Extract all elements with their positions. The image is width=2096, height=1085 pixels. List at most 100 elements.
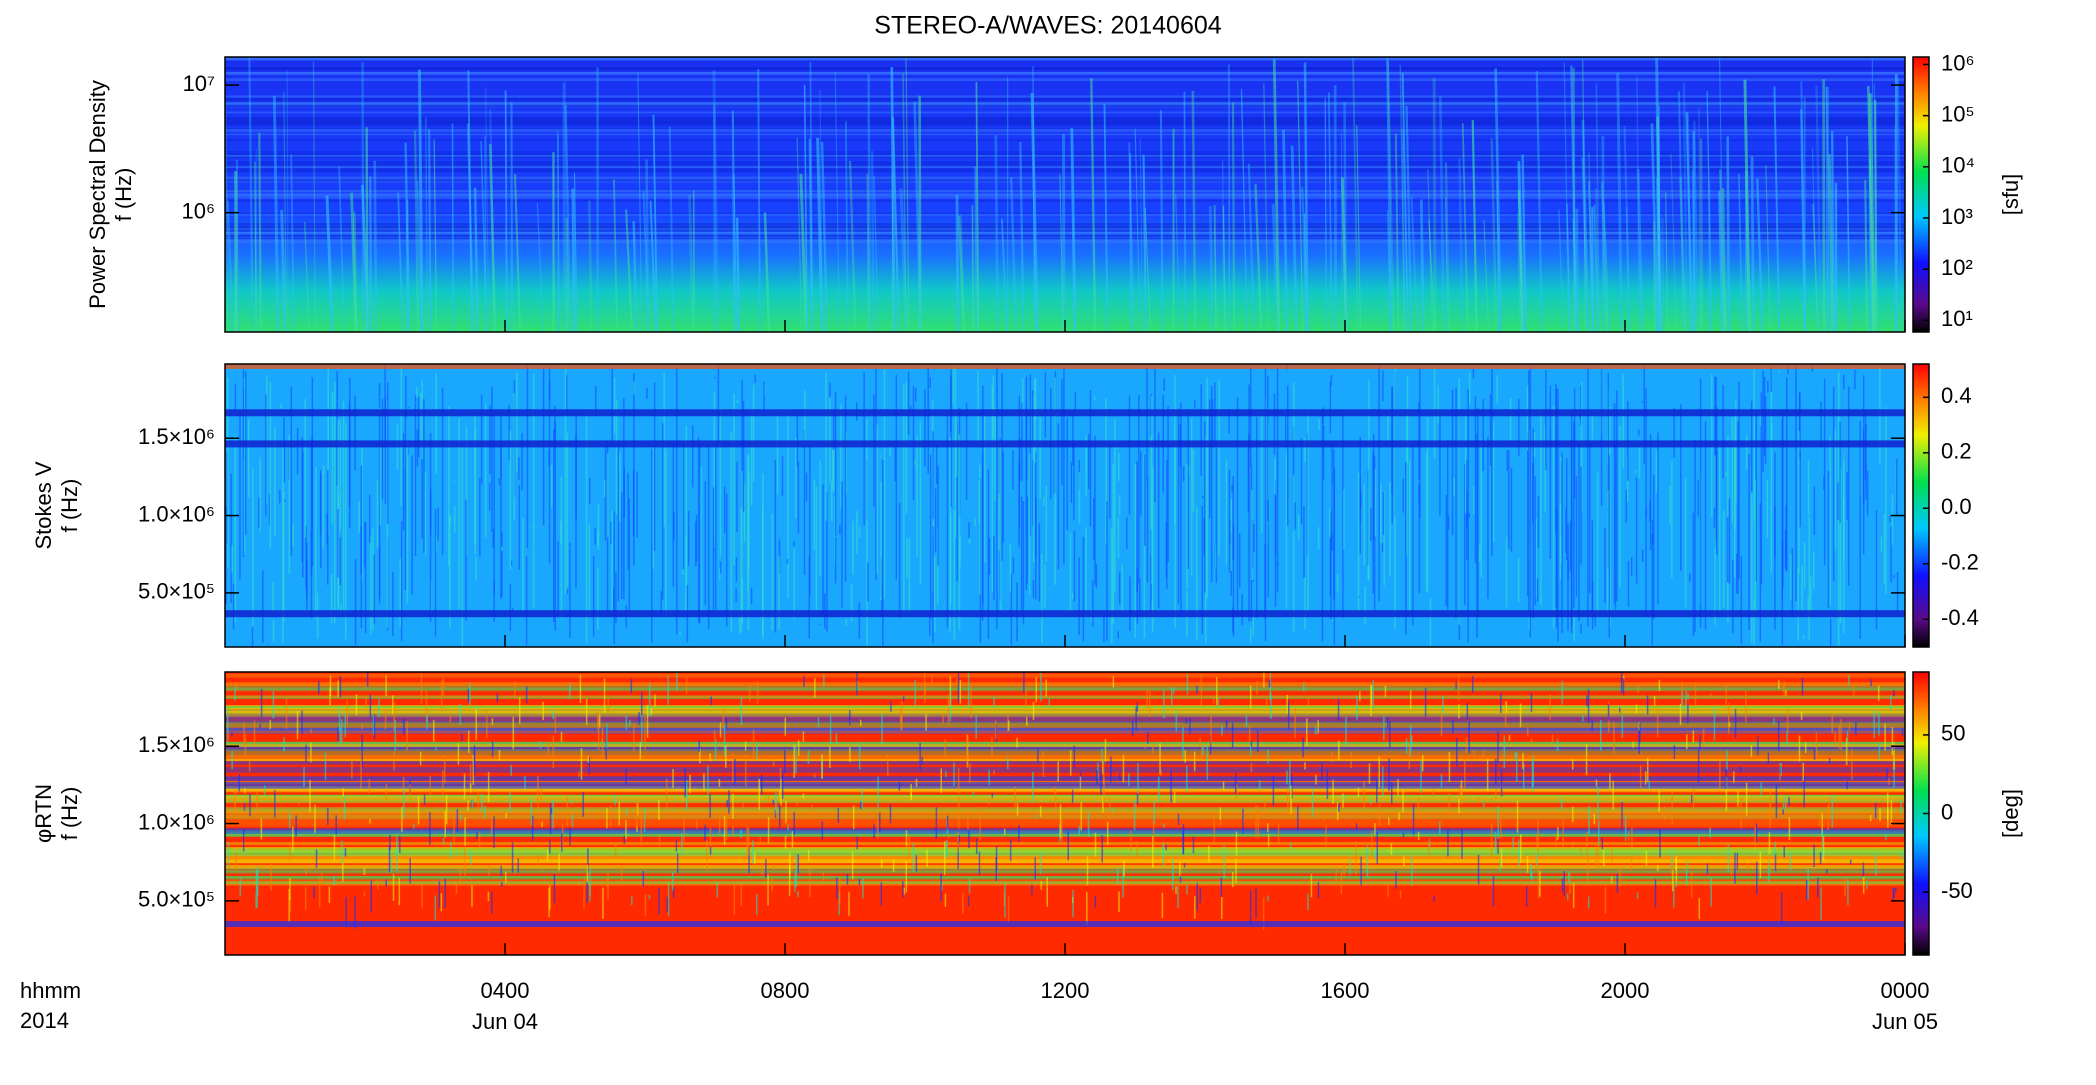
spectrogram: [225, 57, 1905, 332]
x-tick-label: 0000: [1881, 978, 1930, 1003]
x-tick-label: 1600: [1321, 978, 1370, 1003]
colorbar-tick-label: 50: [1941, 721, 1965, 746]
spectrogram-band: [225, 820, 1905, 827]
spectrogram-band: [225, 814, 1905, 818]
spectrogram-streak: [429, 129, 430, 332]
spectrogram-streak: [1659, 106, 1660, 332]
spectrogram-band: [225, 728, 1905, 734]
spectrogram-streak: [1603, 136, 1604, 332]
spectrogram-band: [225, 105, 1905, 107]
y-tick-label: 5.0×10⁵: [138, 579, 215, 604]
spectrogram-streak: [996, 135, 998, 332]
spectrogram-band: [225, 848, 1905, 855]
colorbar-tick-label: -50: [1941, 878, 1973, 903]
spectrogram-streak: [259, 133, 260, 332]
y-axis-label: Stokes V: [31, 461, 56, 549]
x-tick-label: 0800: [761, 978, 810, 1003]
spectrogram-band: [225, 98, 1905, 100]
spectrogram-streak: [1752, 156, 1753, 332]
spectrogram-band: [225, 95, 1905, 97]
x-tick-date-label: Jun 05: [1872, 1009, 1938, 1034]
spectrogram-band: [225, 776, 1905, 780]
spectrogram-streak: [1699, 108, 1700, 332]
spectrogram-band: [225, 682, 1905, 686]
chart-title: STEREO-A/WAVES: 20140604: [874, 12, 1221, 40]
spectrogram-band: [225, 865, 1905, 869]
spectrogram-band: [225, 755, 1905, 761]
colorbar-tick-label: 0: [1941, 799, 1953, 824]
spectrogram-band: [225, 717, 1905, 722]
spectrogram-band: [225, 117, 1905, 120]
colorbar: [1913, 364, 1929, 647]
spectrogram: [225, 672, 1905, 955]
y-tick-label: 10⁶: [181, 198, 215, 223]
spectrogram: [225, 364, 1905, 647]
spectrogram-band: [225, 767, 1905, 773]
y-tick-label: 1.5×10⁶: [138, 424, 215, 449]
y-axis-label: φRTN: [31, 784, 56, 843]
spectrogram-band: [225, 100, 1905, 101]
colorbar-tick-label: 10⁶: [1941, 50, 1975, 75]
spectrogram-band: [225, 782, 1905, 789]
x-tick-label: 2000: [1601, 978, 1650, 1003]
spectrogram-streak: [1233, 102, 1234, 332]
spectrogram-streak: [1184, 91, 1185, 332]
colorbar-tick-label: 0.2: [1941, 439, 1972, 464]
colorbar-tick-label: -0.2: [1941, 550, 1979, 575]
spectrogram-band: [225, 711, 1905, 714]
spectrogram-streak: [867, 174, 868, 332]
colorbar-tick-label: 10⁵: [1941, 101, 1975, 126]
colorbar-tick-label: 10¹: [1941, 306, 1973, 331]
spectrogram-band: [225, 688, 1905, 690]
colorbar-tick-label: -0.4: [1941, 605, 1979, 630]
spectrogram-streak: [972, 205, 973, 332]
spectrogram-band: [225, 695, 1905, 697]
spectrogram-streak: [1345, 102, 1346, 332]
spectrogram-band: [225, 409, 1905, 416]
y-tick-label: 5.0×10⁵: [138, 887, 215, 912]
colorbar-label: [sfu]: [1998, 174, 2023, 216]
spectrogram-streak: [287, 70, 288, 332]
spectrogram-band: [225, 921, 1905, 927]
spectrogram-streak: [1694, 131, 1695, 332]
spectrogram-streak: [506, 91, 507, 332]
colorbar-tick-label: 10³: [1941, 204, 1973, 229]
y-tick-label: 1.5×10⁶: [138, 732, 215, 757]
spectrogram-band: [225, 749, 1905, 755]
colorbar-tick-label: 0.4: [1941, 383, 1972, 408]
spectrogram-streak: [1335, 85, 1336, 332]
spectrogram-band: [225, 881, 1905, 884]
spectrogram-band: [225, 871, 1905, 874]
spectrogram-band: [225, 744, 1905, 747]
spectrogram-band: [225, 112, 1905, 114]
y-axis-label: Power Spectral Density: [85, 80, 110, 309]
spectrogram-streak: [375, 161, 376, 332]
spectrogram-band: [225, 861, 1905, 863]
spectrogram-streak: [1728, 136, 1729, 332]
x-tick-label: 0400: [481, 978, 530, 1003]
spectrogram-band: [225, 807, 1905, 814]
x-axis-label: hhmm: [20, 978, 81, 1003]
spectrogram-band: [225, 440, 1905, 447]
spectrogram-streak: [573, 189, 574, 332]
x-axis-label: 2014: [20, 1008, 69, 1033]
spectrogram-streak: [1832, 131, 1833, 332]
x-tick-label: 1200: [1041, 978, 1090, 1003]
colorbar: [1913, 57, 1929, 332]
spectrogram-streak: [354, 212, 356, 332]
y-tick-label: 1.0×10⁶: [138, 809, 215, 834]
spectrogram-streak: [1701, 139, 1702, 332]
y-axis-label: f (Hz): [57, 479, 82, 533]
spectrogram-streak: [872, 151, 873, 332]
colorbar-tick-label: 10²: [1941, 255, 1973, 280]
spectrogram-streak: [1654, 221, 1655, 332]
colorbar-tick-label: 0.0: [1941, 494, 1972, 519]
spectrogram-band: [225, 761, 1905, 764]
x-tick-date-label: Jun 04: [472, 1009, 538, 1034]
y-tick-label: 1.0×10⁶: [138, 501, 215, 526]
spectrogram-band: [225, 78, 1905, 81]
spectrogram-band: [225, 742, 1905, 744]
spectrogram-streak: [1130, 153, 1131, 332]
spectrogram-streak: [1229, 64, 1230, 332]
